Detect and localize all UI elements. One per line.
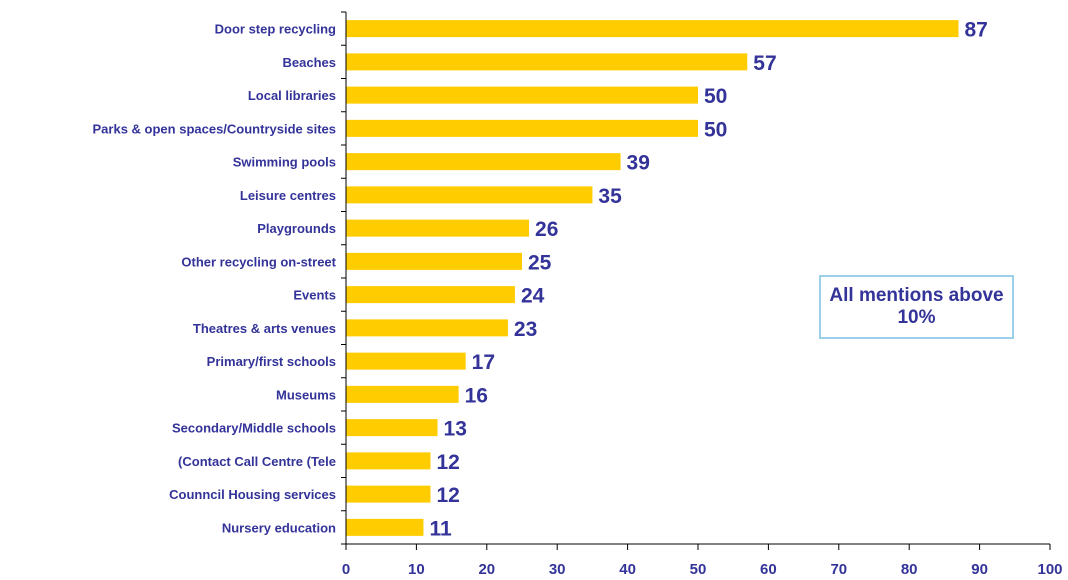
category-label: Leisure centres: [240, 188, 336, 203]
x-tick-label: 40: [619, 561, 636, 578]
bar: [346, 153, 621, 171]
category-label: Secondary/Middle schools: [172, 421, 336, 436]
category-label: Nursery education: [222, 520, 336, 535]
bar: [346, 319, 508, 337]
value-label: 25: [528, 251, 552, 274]
value-label: 13: [444, 418, 467, 441]
category-label: Swimming pools: [233, 155, 336, 170]
bar: [346, 20, 959, 38]
bar: [346, 485, 431, 503]
x-tick-label: 100: [1037, 561, 1062, 578]
category-label: Door step recycling: [215, 22, 336, 37]
category-labels: Door step recycling Beaches Local librarie…: [93, 22, 337, 536]
x-tick-label: 10: [408, 561, 425, 578]
bar: [346, 286, 515, 304]
x-tick-label: 90: [971, 561, 988, 578]
bar: [346, 252, 522, 270]
category-label: Primary/first schools: [207, 354, 336, 369]
bar: [346, 452, 431, 470]
x-tick-label: 30: [549, 561, 566, 578]
bar: [346, 419, 438, 437]
value-label: 12: [436, 451, 459, 474]
value-label: 11: [429, 517, 452, 540]
category-label: Events: [293, 288, 336, 303]
value-label: 24: [521, 285, 545, 308]
category-label: Beaches: [283, 55, 336, 70]
value-label: 17: [472, 351, 495, 374]
category-label: Counncil Housing services: [169, 487, 336, 502]
value-label: 57: [753, 52, 776, 75]
bar: [346, 385, 459, 403]
x-tick-label: 60: [760, 561, 777, 578]
bar: [346, 86, 698, 104]
bars-group: [346, 20, 959, 536]
category-label: (Contact Call Centre (Tele: [178, 454, 336, 469]
bar: [346, 352, 466, 370]
category-label: Museums: [276, 387, 336, 402]
value-label: 23: [514, 318, 537, 341]
value-label: 39: [627, 152, 650, 175]
bar: [346, 219, 530, 237]
annotation-text: All mentions above 10%: [829, 285, 1004, 328]
value-label: 26: [535, 218, 558, 241]
y-axis-ticks: [341, 11, 346, 545]
category-label: Local libraries: [248, 88, 336, 103]
value-label: 87: [964, 19, 987, 42]
x-tick-label: 80: [901, 561, 918, 578]
category-label: Theatres & arts venues: [193, 321, 336, 336]
value-label: 50: [704, 118, 727, 141]
x-tick-label: 70: [830, 561, 847, 578]
x-tick-label: 50: [690, 561, 707, 578]
value-label: 35: [598, 185, 622, 208]
value-label: 12: [436, 484, 459, 507]
x-tick-label: 20: [478, 561, 495, 578]
category-label: Other recycling on-street: [181, 254, 336, 269]
category-label: Playgrounds: [257, 221, 336, 236]
value-label: 50: [704, 85, 727, 108]
bar: [346, 53, 748, 71]
bar: [346, 119, 698, 137]
annotation-box: All mentions above 10%: [819, 275, 1014, 339]
x-axis-ticks: 0 10 20 30 40 50 60 70 80 90 100: [342, 544, 1063, 578]
x-tick-label: 0: [342, 561, 350, 578]
bar: [346, 518, 424, 536]
category-label: Parks & open spaces/Countryside sites: [93, 121, 336, 136]
bar: [346, 186, 593, 204]
value-label: 16: [465, 384, 488, 407]
